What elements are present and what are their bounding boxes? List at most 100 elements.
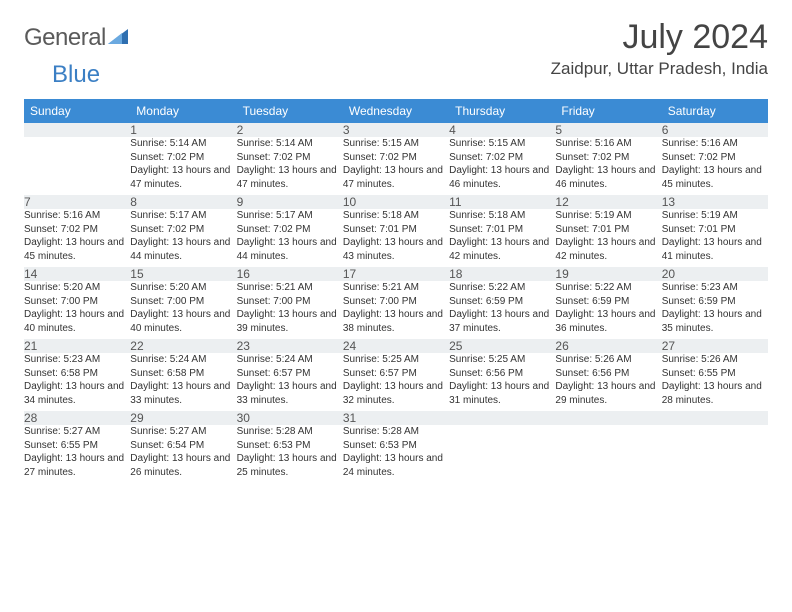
daylight-line: Daylight: 13 hours and 37 minutes. [449, 308, 555, 335]
day-detail-cell: Sunrise: 5:24 AMSunset: 6:57 PMDaylight:… [237, 353, 343, 411]
day-number-cell: 20 [662, 267, 768, 281]
day-detail-cell: Sunrise: 5:23 AMSunset: 6:59 PMDaylight:… [662, 281, 768, 339]
weekday-header: Saturday [662, 99, 768, 123]
weekday-header: Tuesday [237, 99, 343, 123]
daylight-line: Daylight: 13 hours and 47 minutes. [343, 164, 449, 191]
sunrise-line: Sunrise: 5:18 AM [449, 209, 555, 223]
sunset-line: Sunset: 6:53 PM [237, 439, 343, 453]
day-detail-cell: Sunrise: 5:18 AMSunset: 7:01 PMDaylight:… [449, 209, 555, 267]
weekday-header: Thursday [449, 99, 555, 123]
weekday-header: Wednesday [343, 99, 449, 123]
sunrise-line: Sunrise: 5:24 AM [130, 353, 236, 367]
day-detail-cell: Sunrise: 5:16 AMSunset: 7:02 PMDaylight:… [555, 137, 661, 195]
sunset-line: Sunset: 7:02 PM [449, 151, 555, 165]
sunrise-line: Sunrise: 5:20 AM [24, 281, 130, 295]
day-detail-cell: Sunrise: 5:16 AMSunset: 7:02 PMDaylight:… [662, 137, 768, 195]
day-detail-cell: Sunrise: 5:15 AMSunset: 7:02 PMDaylight:… [449, 137, 555, 195]
sunset-line: Sunset: 6:57 PM [237, 367, 343, 381]
day-number-cell: 5 [555, 123, 661, 137]
day-detail-cell: Sunrise: 5:16 AMSunset: 7:02 PMDaylight:… [24, 209, 130, 267]
sunset-line: Sunset: 7:00 PM [130, 295, 236, 309]
day-number-cell: 7 [24, 195, 130, 209]
sunrise-line: Sunrise: 5:25 AM [343, 353, 449, 367]
sunrise-line: Sunrise: 5:21 AM [237, 281, 343, 295]
daylight-line: Daylight: 13 hours and 44 minutes. [130, 236, 236, 263]
logo: General [24, 24, 132, 52]
day-detail-cell: Sunrise: 5:26 AMSunset: 6:56 PMDaylight:… [555, 353, 661, 411]
day-detail-cell: Sunrise: 5:24 AMSunset: 6:58 PMDaylight:… [130, 353, 236, 411]
day-detail-cell: Sunrise: 5:20 AMSunset: 7:00 PMDaylight:… [130, 281, 236, 339]
sunset-line: Sunset: 6:59 PM [555, 295, 661, 309]
sunset-line: Sunset: 7:02 PM [237, 223, 343, 237]
daylight-line: Daylight: 13 hours and 45 minutes. [24, 236, 130, 263]
day-number-cell: 11 [449, 195, 555, 209]
sunrise-line: Sunrise: 5:16 AM [662, 137, 768, 151]
day-number-cell: 21 [24, 339, 130, 353]
sunset-line: Sunset: 7:02 PM [237, 151, 343, 165]
sunset-line: Sunset: 7:02 PM [343, 151, 449, 165]
sunrise-line: Sunrise: 5:24 AM [237, 353, 343, 367]
sunset-line: Sunset: 6:59 PM [662, 295, 768, 309]
day-number-cell: 13 [662, 195, 768, 209]
day-number-row: 123456 [24, 123, 768, 137]
day-number-cell: 15 [130, 267, 236, 281]
weekday-header-row: SundayMondayTuesdayWednesdayThursdayFrid… [24, 99, 768, 123]
daylight-line: Daylight: 13 hours and 33 minutes. [130, 380, 236, 407]
sunrise-line: Sunrise: 5:21 AM [343, 281, 449, 295]
sunrise-line: Sunrise: 5:23 AM [24, 353, 130, 367]
day-number-cell: 8 [130, 195, 236, 209]
sunrise-line: Sunrise: 5:28 AM [343, 425, 449, 439]
logo-triangle-icon [108, 27, 130, 50]
day-number-cell: 16 [237, 267, 343, 281]
daylight-line: Daylight: 13 hours and 43 minutes. [343, 236, 449, 263]
day-detail-cell: Sunrise: 5:28 AMSunset: 6:53 PMDaylight:… [237, 425, 343, 483]
day-detail-cell: Sunrise: 5:17 AMSunset: 7:02 PMDaylight:… [130, 209, 236, 267]
sunset-line: Sunset: 7:00 PM [343, 295, 449, 309]
day-detail-cell: Sunrise: 5:14 AMSunset: 7:02 PMDaylight:… [237, 137, 343, 195]
sunset-line: Sunset: 6:55 PM [662, 367, 768, 381]
sunset-line: Sunset: 7:00 PM [237, 295, 343, 309]
daylight-line: Daylight: 13 hours and 28 minutes. [662, 380, 768, 407]
day-detail-row: Sunrise: 5:20 AMSunset: 7:00 PMDaylight:… [24, 281, 768, 339]
sunset-line: Sunset: 7:02 PM [130, 151, 236, 165]
day-number-cell: 1 [130, 123, 236, 137]
calendar-table: SundayMondayTuesdayWednesdayThursdayFrid… [24, 99, 768, 483]
day-number-cell: 4 [449, 123, 555, 137]
daylight-line: Daylight: 13 hours and 42 minutes. [555, 236, 661, 263]
daylight-line: Daylight: 13 hours and 31 minutes. [449, 380, 555, 407]
day-detail-cell: Sunrise: 5:17 AMSunset: 7:02 PMDaylight:… [237, 209, 343, 267]
sunrise-line: Sunrise: 5:17 AM [130, 209, 236, 223]
daylight-line: Daylight: 13 hours and 41 minutes. [662, 236, 768, 263]
daylight-line: Daylight: 13 hours and 34 minutes. [24, 380, 130, 407]
day-number-cell [24, 123, 130, 137]
sunrise-line: Sunrise: 5:23 AM [662, 281, 768, 295]
day-number-row: 21222324252627 [24, 339, 768, 353]
day-number-cell [555, 411, 661, 425]
sunrise-line: Sunrise: 5:14 AM [130, 137, 236, 151]
day-detail-cell: Sunrise: 5:19 AMSunset: 7:01 PMDaylight:… [662, 209, 768, 267]
sunrise-line: Sunrise: 5:18 AM [343, 209, 449, 223]
day-number-cell: 3 [343, 123, 449, 137]
day-number-row: 28293031 [24, 411, 768, 425]
daylight-line: Daylight: 13 hours and 27 minutes. [24, 452, 130, 479]
day-detail-cell: Sunrise: 5:15 AMSunset: 7:02 PMDaylight:… [343, 137, 449, 195]
sunset-line: Sunset: 7:02 PM [130, 223, 236, 237]
sunrise-line: Sunrise: 5:27 AM [24, 425, 130, 439]
day-detail-row: Sunrise: 5:14 AMSunset: 7:02 PMDaylight:… [24, 137, 768, 195]
daylight-line: Daylight: 13 hours and 35 minutes. [662, 308, 768, 335]
day-detail-cell: Sunrise: 5:21 AMSunset: 7:00 PMDaylight:… [237, 281, 343, 339]
day-detail-cell: Sunrise: 5:20 AMSunset: 7:00 PMDaylight:… [24, 281, 130, 339]
day-detail-cell: Sunrise: 5:22 AMSunset: 6:59 PMDaylight:… [449, 281, 555, 339]
day-number-cell: 30 [237, 411, 343, 425]
day-number-cell: 10 [343, 195, 449, 209]
day-number-cell: 19 [555, 267, 661, 281]
day-number-cell: 18 [449, 267, 555, 281]
day-number-cell: 25 [449, 339, 555, 353]
daylight-line: Daylight: 13 hours and 25 minutes. [237, 452, 343, 479]
daylight-line: Daylight: 13 hours and 38 minutes. [343, 308, 449, 335]
sunset-line: Sunset: 6:59 PM [449, 295, 555, 309]
weekday-header: Monday [130, 99, 236, 123]
daylight-line: Daylight: 13 hours and 39 minutes. [237, 308, 343, 335]
day-number-row: 14151617181920 [24, 267, 768, 281]
day-detail-cell [449, 425, 555, 483]
